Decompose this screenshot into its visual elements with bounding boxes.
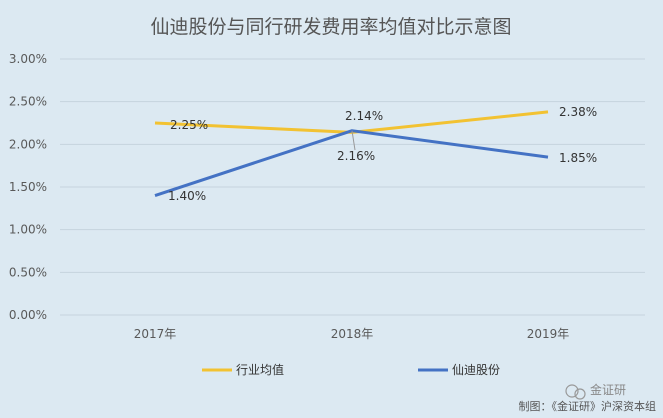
gridlines xyxy=(60,58,645,316)
x-tick-label: 2017年 xyxy=(134,327,177,341)
y-tick-label: 2.50% xyxy=(9,95,47,109)
y-tick-label: 0.00% xyxy=(9,308,47,322)
leader-line xyxy=(351,130,356,151)
data-label: 2.25% xyxy=(170,118,208,132)
chart-title: 仙迪股份与同行研发费用率均值对比示意图 xyxy=(150,16,511,38)
watermark: 金证研 xyxy=(565,382,626,400)
y-tick-label: 1.00% xyxy=(9,223,47,237)
data-label: 2.38% xyxy=(559,105,597,119)
y-tick-label: 1.50% xyxy=(9,180,47,194)
legend-label: 行业均值 xyxy=(236,362,284,377)
series-line-2 xyxy=(154,129,549,197)
watermark-text: 金证研 xyxy=(590,382,626,397)
data-label: 1.40% xyxy=(168,189,206,203)
footer-credit: 制图：《金证研》沪深资本组 xyxy=(519,399,657,413)
legend: 行业均值 仙迪股份 xyxy=(202,362,500,377)
data-label: 2.16% xyxy=(337,149,375,163)
x-tick-label: 2019年 xyxy=(527,327,570,341)
y-axis-ticks: 0.00% 0.50% 1.00% 1.50% 2.00% 2.50% 3.00% xyxy=(9,52,47,322)
x-axis-ticks: 2017年 2018年 2019年 xyxy=(134,327,570,341)
y-tick-label: 0.50% xyxy=(9,265,47,279)
wechat-icon xyxy=(565,384,586,400)
legend-label: 仙迪股份 xyxy=(452,363,500,377)
y-tick-label: 2.00% xyxy=(9,137,47,151)
y-tick-label: 3.00% xyxy=(9,52,47,66)
data-label: 2.14% xyxy=(345,109,383,123)
x-tick-label: 2018年 xyxy=(331,327,374,341)
data-labels: 2.25% 2.14% 2.38% 1.40% 2.16% 1.85% xyxy=(168,105,597,203)
data-label: 1.85% xyxy=(559,151,597,165)
